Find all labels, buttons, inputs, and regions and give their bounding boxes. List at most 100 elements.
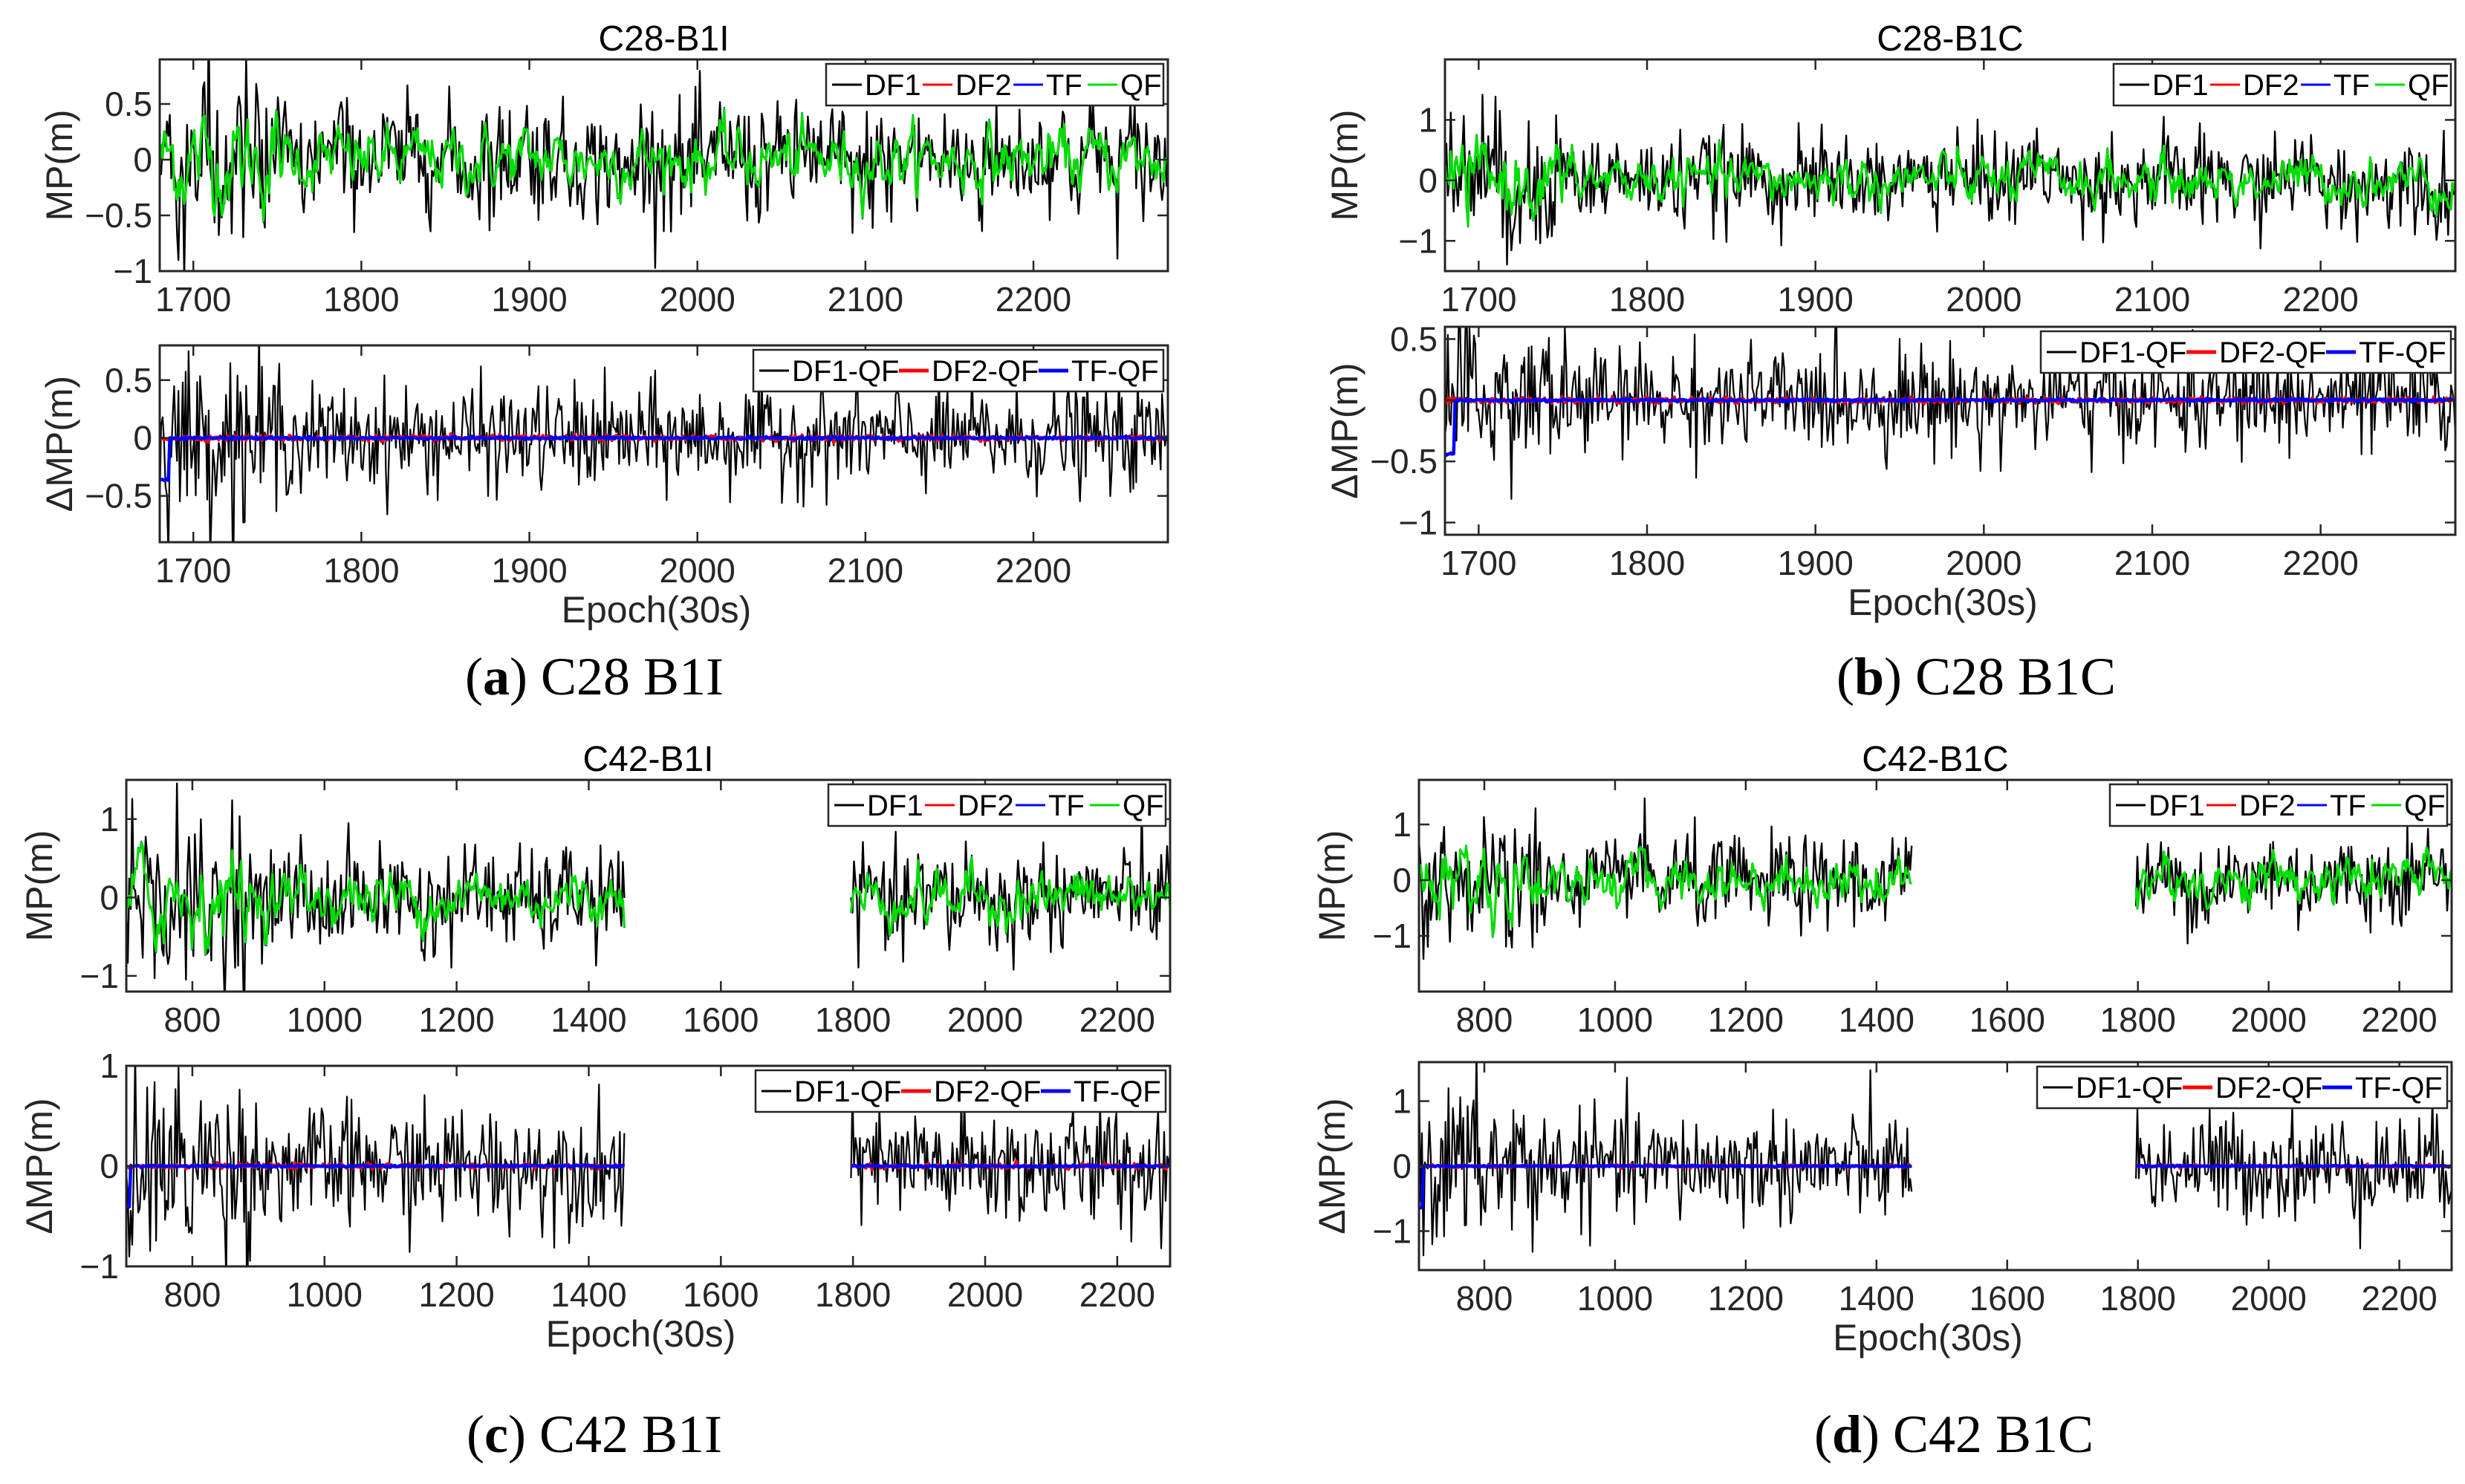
x-tick-label: 2200 <box>1079 1000 1155 1039</box>
legend-item-tf-qf: TF-QF <box>1039 355 1159 388</box>
x-tick-label: 2000 <box>2230 1000 2306 1039</box>
line-tf-qf <box>160 434 1168 483</box>
x-tick-label: 2100 <box>828 280 903 319</box>
legend-item-df2-qf: DF2-QF <box>899 355 1039 388</box>
panel-caption: (c) C42 B1I <box>467 1405 722 1464</box>
legend-label: QF <box>1123 790 1164 822</box>
x-tick-label: 1400 <box>1839 1000 1914 1039</box>
y-tick-label: 1 <box>1418 100 1438 139</box>
legend: DF1-QF DF2-QF TF-QF <box>2036 1065 2449 1110</box>
legend-label: DF2-QF <box>2215 1072 2322 1104</box>
panel-b: 1700 1800 1900 2000 2100 2200 −1 0 1 MP(m) C28-B1C… <box>1324 19 2457 706</box>
y-tick-label: −1 <box>1373 1212 1412 1251</box>
legend-item-df1-qf: DF1-QF <box>761 1075 901 1108</box>
x-axis-label: Epoch(30s) <box>546 1313 736 1355</box>
x-tick-label: 1400 <box>1839 1279 1914 1318</box>
legend-label: TF <box>2330 790 2366 822</box>
x-tick-label: 1700 <box>155 551 231 590</box>
line-qf <box>160 107 1168 222</box>
y-tick-label: 0 <box>1392 1147 1412 1185</box>
axes-box <box>1417 778 2453 993</box>
legend-label: QF <box>1120 69 1162 102</box>
subplot-a-2: 1700 1800 1900 2000 2100 2200 −0.5 0 0.5 ΔMP(m) DF… <box>39 344 1169 590</box>
x-tick-label: 800 <box>164 1000 221 1039</box>
legend-label: TF <box>1048 790 1085 822</box>
axes-box <box>1443 58 2457 273</box>
legend-label: DF2 <box>958 790 1014 822</box>
y-axis-label: ΔMP(m) <box>1324 362 1365 498</box>
legend-item-tf: TF <box>1016 790 1085 822</box>
legend-label: DF1 <box>2149 790 2205 822</box>
y-tick-label: −0.5 <box>85 196 152 235</box>
legend-item-df2: DF2 <box>925 790 1014 822</box>
subplot-c-1: 800 1000 1200 1400 1600 1800 2000 2200 −1 0 1 MP(m)… <box>19 740 1172 1039</box>
axes-box <box>1443 325 2457 536</box>
x-tick-label: 1600 <box>683 1275 759 1314</box>
x-tick-label: 1200 <box>418 1000 494 1039</box>
legend-label: DF1-QF <box>2079 336 2186 369</box>
x-tick-label: 1000 <box>287 1275 363 1314</box>
y-tick-label: 0.5 <box>105 85 152 123</box>
subplot-a-1: 1700 1800 1900 2000 2100 2200 −1 −0.5 0 0.5 MP(m) C… <box>39 19 1169 319</box>
legend-label: QF <box>2404 790 2446 822</box>
line-df1 <box>160 59 1168 271</box>
x-tick-label: 2100 <box>2114 280 2190 319</box>
x-tick-label: 2000 <box>947 1000 1023 1039</box>
subplot-c-2: 800 1000 1200 1400 1600 1800 2000 2200 −1 0 1 ΔMP(m… <box>19 1047 1172 1314</box>
x-tick-label: 2100 <box>828 551 903 590</box>
legend: DF1 DF2 TF QF <box>2108 783 2449 827</box>
panel-c: 800 1000 1200 1400 1600 1800 2000 2200−101MP(m)… <box>19 740 1172 1464</box>
x-tick-label: 1600 <box>683 1000 759 1039</box>
y-tick-label: −1 <box>114 252 152 290</box>
y-tick-label: 0 <box>1418 381 1438 420</box>
legend-label: DF2 <box>955 69 1012 102</box>
line-df1-qf <box>126 1066 1170 1266</box>
legend: DF1-QF DF2-QF TF-QF <box>2039 330 2452 374</box>
legend-item-df2-qf: DF2-QF <box>2186 336 2326 369</box>
legend-item-df2-qf: DF2-QF <box>2183 1072 2322 1104</box>
legend-label: DF1 <box>2152 69 2209 102</box>
legend-item-df2: DF2 <box>923 69 1012 102</box>
line-qf <box>1419 844 2452 937</box>
x-tick-label: 800 <box>164 1275 221 1314</box>
x-tick-label: 2000 <box>1946 280 2021 319</box>
line-qf <box>126 842 1170 955</box>
y-axis-label: MP(m) <box>39 110 80 221</box>
y-tick-label: 0 <box>100 1147 119 1185</box>
legend-item-df1: DF1 <box>2120 69 2209 102</box>
x-tick-label: 1800 <box>815 1275 891 1314</box>
legend-label: TF <box>1046 69 1082 102</box>
legend-item-tf: TF <box>2297 790 2366 822</box>
legend-box <box>2036 1065 2449 1110</box>
axes-box <box>158 58 1169 273</box>
legend: DF1 DF2 TF QF <box>825 62 1165 107</box>
legend-item-df1: DF1 <box>2116 790 2205 822</box>
legend-label: TF <box>2334 69 2370 102</box>
x-tick-label: 1400 <box>551 1275 626 1314</box>
legend-label: DF1-QF <box>792 355 899 388</box>
x-tick-label: 2000 <box>1946 544 2021 582</box>
legend-item-qf: QF <box>2371 790 2446 822</box>
x-tick-label: 1800 <box>1609 544 1685 582</box>
legend-box <box>754 1069 1167 1113</box>
legend-label: TF-QF <box>1071 355 1159 388</box>
y-tick-label: 1 <box>100 800 119 839</box>
x-tick-label: 800 <box>1456 1000 1513 1039</box>
legend-label: DF2-QF <box>932 355 1039 388</box>
legend-label: QF <box>2408 69 2449 102</box>
x-tick-label: 1900 <box>491 551 567 590</box>
legend-item-qf: QF <box>2375 69 2449 102</box>
x-tick-label: 1700 <box>1441 280 1516 319</box>
panel-d: 800 1000 1200 1400 1600 1800 2000 2200−101MP(m)… <box>1311 740 2453 1464</box>
legend-label: DF1 <box>865 69 921 102</box>
y-tick-label: −1 <box>80 1247 119 1286</box>
y-tick-label: 1 <box>1392 1082 1412 1121</box>
legend-item-qf: QF <box>1090 790 1164 822</box>
subplot-b-2: 1700 1800 1900 2000 2100 2200 −1 −0.5 0 0.5 ΔMP(m)… <box>1324 319 2457 582</box>
x-axis-label: Epoch(30s) <box>562 589 752 631</box>
x-tick-label: 1900 <box>491 280 567 319</box>
legend-item-df1-qf: DF1-QF <box>2047 336 2186 369</box>
legend-item-tf-qf: TF-QF <box>1041 1075 1161 1108</box>
y-tick-label: 0.5 <box>105 361 152 400</box>
